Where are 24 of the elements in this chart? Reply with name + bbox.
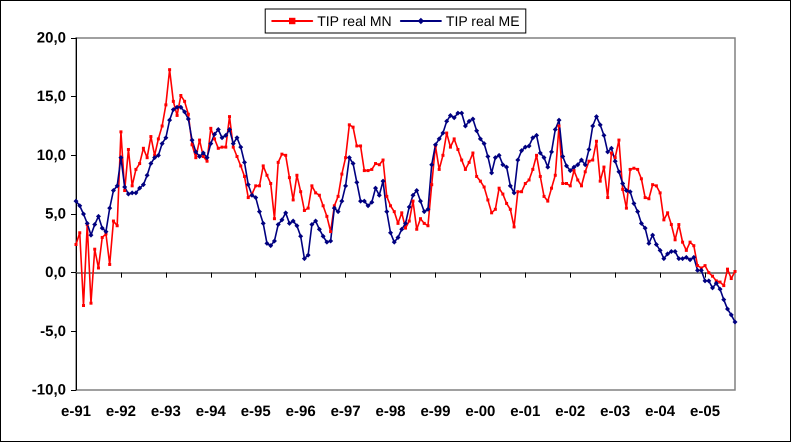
x-tick-label: e-01 — [510, 403, 540, 420]
x-tick-label: e-91 — [60, 403, 92, 420]
x-tick-label: e-00 — [465, 403, 496, 420]
legend-label: TIP real MN — [317, 13, 392, 29]
x-tick-label: e-98 — [376, 403, 406, 420]
x-tick-label: e-04 — [645, 403, 676, 420]
x-tick-label: e-95 — [240, 403, 271, 420]
x-tick-label: e-97 — [330, 403, 361, 420]
y-tick-label: 15,0 — [36, 88, 66, 106]
y-tick-label: -5,0 — [40, 322, 66, 340]
x-tick-label: e-92 — [106, 403, 136, 420]
x-tick-label: e-99 — [420, 403, 450, 420]
x-tick-label: e-93 — [150, 403, 181, 420]
y-tick-label: 0,0 — [45, 264, 66, 282]
y-tick-label: 5,0 — [45, 206, 66, 222]
x-tick-label: e-96 — [286, 403, 316, 420]
x-tick-label: e-03 — [600, 403, 630, 420]
y-tick-label: 20,0 — [36, 30, 66, 46]
x-tick-label: e-94 — [196, 403, 226, 420]
x-tick-label: e-05 — [690, 403, 720, 420]
x-tick-label: e-02 — [555, 403, 586, 420]
y-tick-label: 10,0 — [36, 146, 66, 164]
y-tick-label: -10,0 — [32, 382, 66, 398]
legend-label: TIP real ME — [446, 13, 520, 29]
